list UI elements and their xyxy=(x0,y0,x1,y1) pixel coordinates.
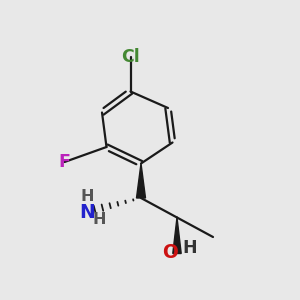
Text: O: O xyxy=(163,242,178,262)
Polygon shape xyxy=(136,164,146,198)
Polygon shape xyxy=(173,218,181,254)
Text: H: H xyxy=(182,239,197,257)
Text: N: N xyxy=(79,203,95,223)
Text: F: F xyxy=(58,153,70,171)
Text: H: H xyxy=(92,212,106,226)
Text: Cl: Cl xyxy=(121,48,140,66)
Text: H: H xyxy=(80,189,94,204)
